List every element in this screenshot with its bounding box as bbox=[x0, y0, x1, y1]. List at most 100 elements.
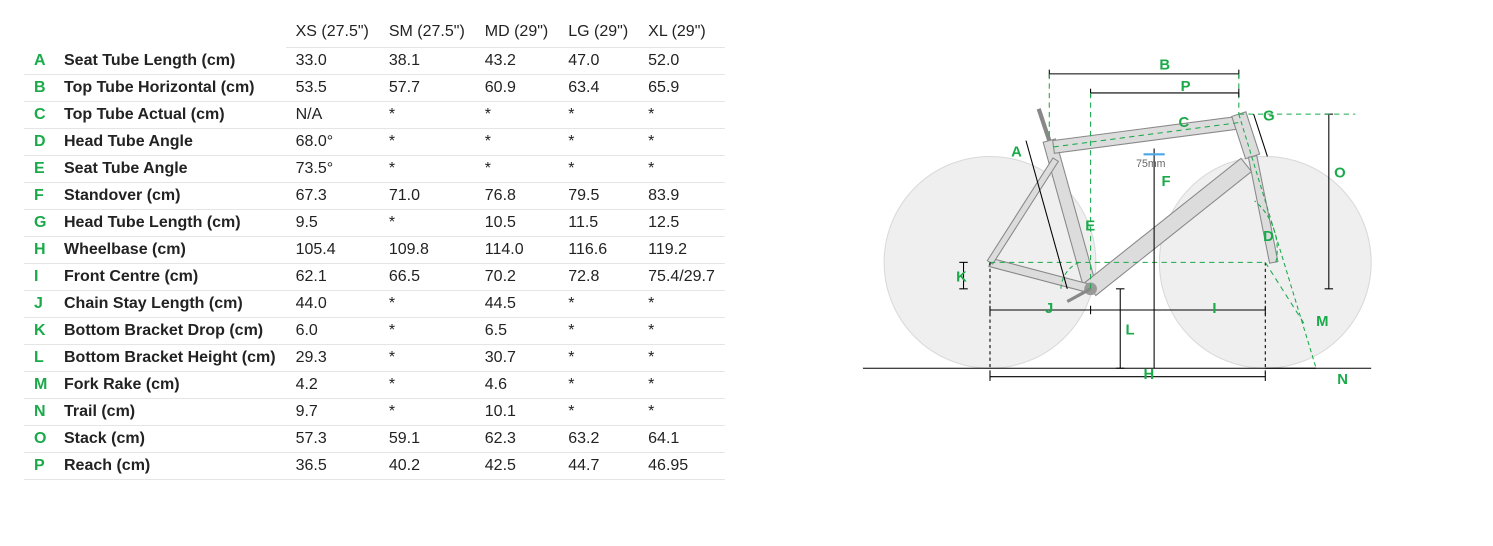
cell: 72.8 bbox=[558, 264, 638, 291]
table-row: KBottom Bracket Drop (cm)6.0*6.5** bbox=[24, 318, 725, 345]
cell: * bbox=[379, 102, 475, 129]
cell: 62.3 bbox=[475, 426, 558, 453]
svg-text:K: K bbox=[956, 269, 967, 285]
cell: 114.0 bbox=[475, 237, 558, 264]
cell: 57.7 bbox=[379, 75, 475, 102]
cell: * bbox=[379, 345, 475, 372]
cell: 68.0° bbox=[286, 129, 379, 156]
row-key: O bbox=[24, 426, 54, 453]
cell: * bbox=[379, 156, 475, 183]
svg-text:H: H bbox=[1143, 367, 1154, 383]
cell: 52.0 bbox=[638, 48, 725, 75]
cell: 10.5 bbox=[475, 210, 558, 237]
cell: 75.4/29.7 bbox=[638, 264, 725, 291]
row-label: Chain Stay Length (cm) bbox=[54, 291, 286, 318]
row-label: Seat Tube Length (cm) bbox=[54, 48, 286, 75]
cell: 116.6 bbox=[558, 237, 638, 264]
cell: * bbox=[475, 129, 558, 156]
cell: * bbox=[558, 102, 638, 129]
cell: * bbox=[379, 372, 475, 399]
cell: 76.8 bbox=[475, 183, 558, 210]
cell: 29.3 bbox=[286, 345, 379, 372]
row-key: L bbox=[24, 345, 54, 372]
svg-text:J: J bbox=[1045, 301, 1053, 317]
row-key: M bbox=[24, 372, 54, 399]
cell: 12.5 bbox=[638, 210, 725, 237]
cell: 109.8 bbox=[379, 237, 475, 264]
row-label: Trail (cm) bbox=[54, 399, 286, 426]
cell: 6.5 bbox=[475, 318, 558, 345]
row-key: I bbox=[24, 264, 54, 291]
cell: * bbox=[379, 318, 475, 345]
cell: 44.7 bbox=[558, 453, 638, 480]
cell: 83.9 bbox=[638, 183, 725, 210]
svg-text:L: L bbox=[1125, 322, 1134, 338]
cell: * bbox=[638, 129, 725, 156]
cell: 33.0 bbox=[286, 48, 379, 75]
svg-text:P: P bbox=[1180, 79, 1190, 95]
cell: 44.0 bbox=[286, 291, 379, 318]
cell: * bbox=[379, 399, 475, 426]
table-row: PReach (cm)36.540.242.544.746.95 bbox=[24, 453, 725, 480]
row-label: Bottom Bracket Drop (cm) bbox=[54, 318, 286, 345]
row-key: P bbox=[24, 453, 54, 480]
cell: * bbox=[558, 291, 638, 318]
svg-text:G: G bbox=[1263, 108, 1275, 124]
row-label: Wheelbase (cm) bbox=[54, 237, 286, 264]
cell: 6.0 bbox=[286, 318, 379, 345]
row-key: B bbox=[24, 75, 54, 102]
row-key: J bbox=[24, 291, 54, 318]
cell: * bbox=[558, 372, 638, 399]
col-sm: SM (27.5") bbox=[379, 20, 475, 48]
cell: * bbox=[638, 345, 725, 372]
cell: * bbox=[475, 102, 558, 129]
row-label: Head Tube Length (cm) bbox=[54, 210, 286, 237]
cell: 47.0 bbox=[558, 48, 638, 75]
svg-text:F: F bbox=[1161, 174, 1170, 190]
cell: * bbox=[379, 129, 475, 156]
row-key: A bbox=[24, 48, 54, 75]
cell: 66.5 bbox=[379, 264, 475, 291]
cell: 70.2 bbox=[475, 264, 558, 291]
table-row: MFork Rake (cm)4.2*4.6** bbox=[24, 372, 725, 399]
row-label: Top Tube Horizontal (cm) bbox=[54, 75, 286, 102]
row-label: Head Tube Angle bbox=[54, 129, 286, 156]
cell: 40.2 bbox=[379, 453, 475, 480]
row-key: H bbox=[24, 237, 54, 264]
row-label: Front Centre (cm) bbox=[54, 264, 286, 291]
svg-text:75mm: 75mm bbox=[1136, 158, 1166, 170]
cell: 59.1 bbox=[379, 426, 475, 453]
row-label: Reach (cm) bbox=[54, 453, 286, 480]
cell: 4.6 bbox=[475, 372, 558, 399]
cell: 63.4 bbox=[558, 75, 638, 102]
table-row: BTop Tube Horizontal (cm)53.557.760.963.… bbox=[24, 75, 725, 102]
table-row: FStandover (cm)67.371.076.879.583.9 bbox=[24, 183, 725, 210]
svg-text:B: B bbox=[1159, 58, 1170, 74]
row-key: G bbox=[24, 210, 54, 237]
col-md: MD (29") bbox=[475, 20, 558, 48]
cell: 119.2 bbox=[638, 237, 725, 264]
table-row: DHead Tube Angle68.0°**** bbox=[24, 129, 725, 156]
table-row: OStack (cm)57.359.162.363.264.1 bbox=[24, 426, 725, 453]
cell: 63.2 bbox=[558, 426, 638, 453]
cell: 9.7 bbox=[286, 399, 379, 426]
row-label: Stack (cm) bbox=[54, 426, 286, 453]
cell: 36.5 bbox=[286, 453, 379, 480]
cell: 73.5° bbox=[286, 156, 379, 183]
cell: 64.1 bbox=[638, 426, 725, 453]
cell: 44.5 bbox=[475, 291, 558, 318]
cell: * bbox=[558, 129, 638, 156]
cell: 30.7 bbox=[475, 345, 558, 372]
table-row: JChain Stay Length (cm)44.0*44.5** bbox=[24, 291, 725, 318]
cell: 105.4 bbox=[286, 237, 379, 264]
cell: 42.5 bbox=[475, 453, 558, 480]
cell: 62.1 bbox=[286, 264, 379, 291]
cell: * bbox=[638, 372, 725, 399]
cell: 11.5 bbox=[558, 210, 638, 237]
table-row: CTop Tube Actual (cm)N/A**** bbox=[24, 102, 725, 129]
svg-text:C: C bbox=[1178, 115, 1189, 131]
svg-text:M: M bbox=[1316, 314, 1328, 330]
row-key: K bbox=[24, 318, 54, 345]
col-xl: XL (29") bbox=[638, 20, 725, 48]
cell: * bbox=[638, 399, 725, 426]
